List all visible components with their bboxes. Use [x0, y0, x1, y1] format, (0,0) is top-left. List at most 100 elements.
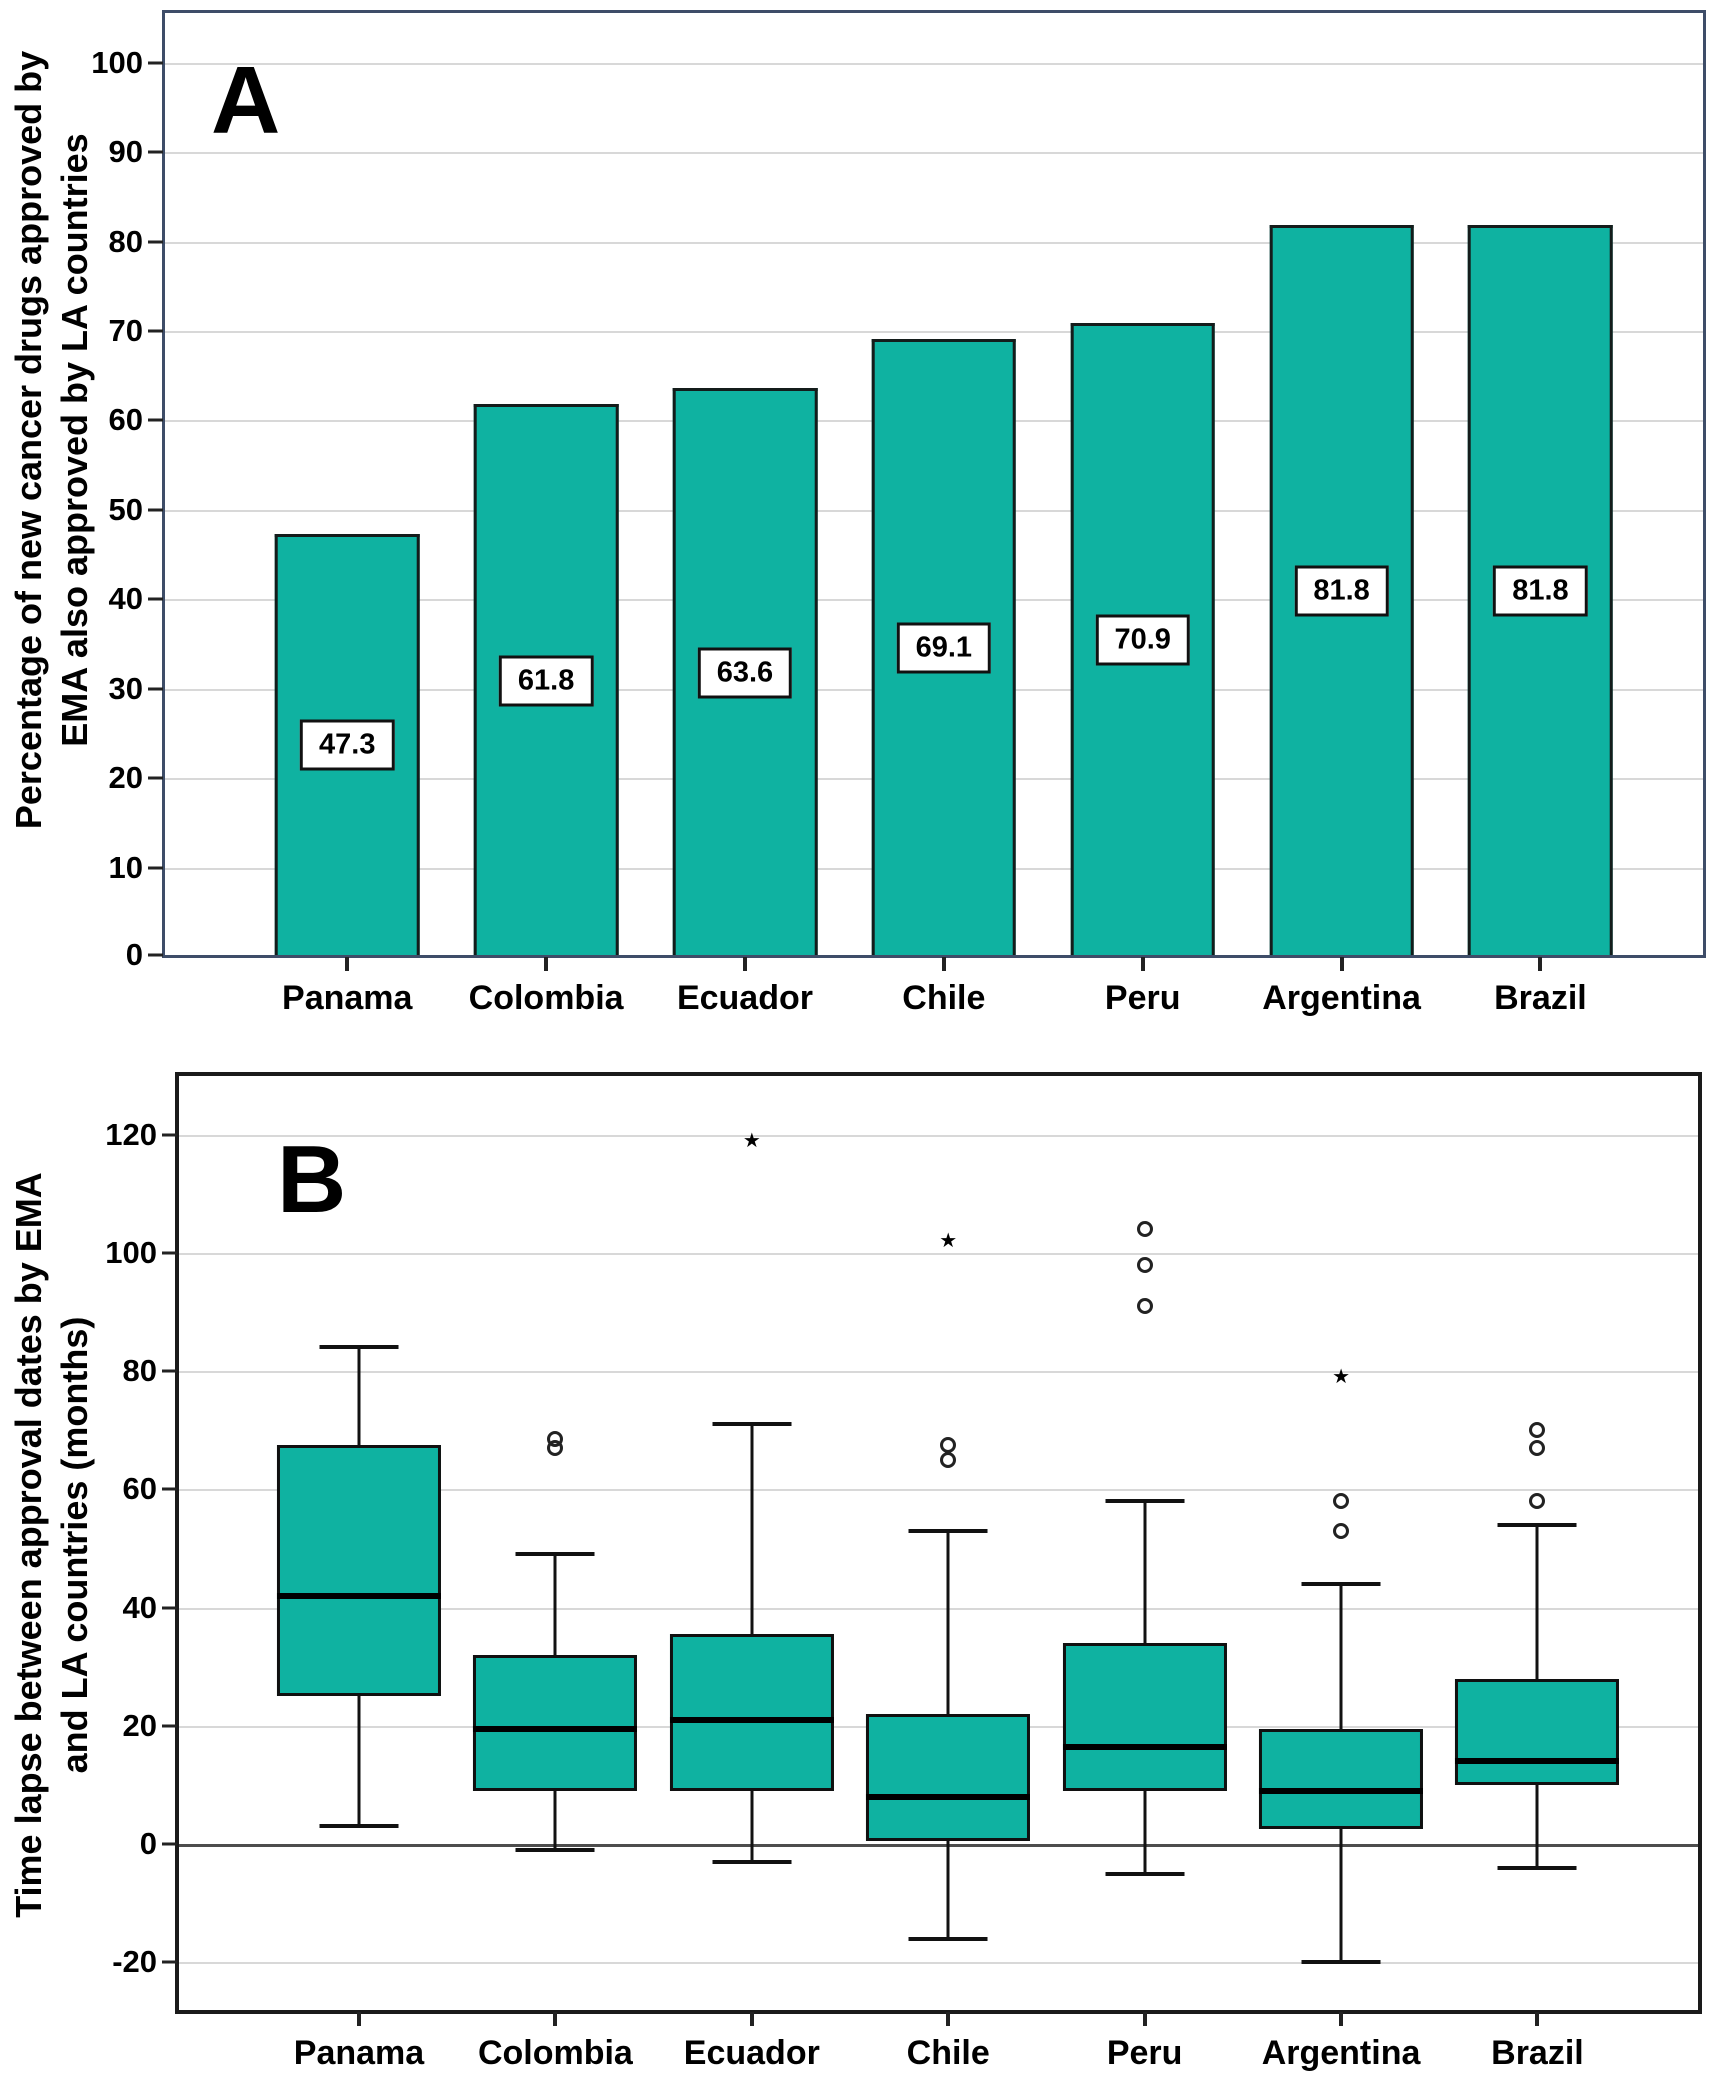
boxplot-brazil-lower-whisker — [1535, 1784, 1539, 1868]
panel-b-category-label-brazil: Brazil — [1491, 2034, 1584, 2072]
panel-a-y-tick-label-0: 0 — [125, 937, 143, 972]
boxplot-ecuador-upper-whisker — [750, 1424, 754, 1635]
panel-b-y-tick-label--20: -20 — [112, 1944, 157, 1980]
panel-a-y-tick-mark-50 — [148, 508, 163, 512]
boxplot-chile-upper-cap — [908, 1528, 988, 1533]
panel-a-x-tick-mark-peru — [1140, 957, 1145, 971]
boxplot-panama-upper-whisker — [357, 1347, 361, 1445]
bar-value-label-ecuador: 63.6 — [697, 647, 793, 699]
panel-a-y-tick-label-90: 90 — [108, 134, 143, 170]
panel-a-x-tick-mark-colombia — [544, 957, 549, 971]
boxplot-panama-box — [276, 1445, 442, 1697]
panel-b-y-tick-mark-0 — [162, 1842, 177, 1846]
panel-b-category-label-chile: Chile — [906, 2034, 990, 2072]
boxplot-colombia-median — [473, 1725, 638, 1732]
boxplot-brazil-upper-cap — [1497, 1522, 1577, 1527]
bar-value-label-peru: 70.9 — [1095, 614, 1190, 666]
panel-a-y-tick-mark-10 — [148, 866, 163, 870]
boxplot-panama-lower-cap — [319, 1824, 399, 1829]
boxplot-colombia-lower-whisker — [553, 1790, 557, 1850]
panel-a-gridline-100 — [165, 62, 1703, 65]
boxplot-argentina-upper-whisker — [1339, 1583, 1343, 1729]
panel-a-y-axis-title: Percentage of new cancer drugs approved … — [6, 51, 98, 829]
panel-b-y-tick-label-0: 0 — [139, 1826, 157, 1862]
boxplot-argentina-outlier-circle-0 — [1333, 1493, 1350, 1510]
boxplot-panama-upper-cap — [319, 1345, 399, 1350]
panel-b-y-tick-label-120: 120 — [105, 1116, 157, 1152]
boxplot-peru-lower-cap — [1105, 1871, 1185, 1876]
boxplot-peru-upper-whisker — [1143, 1501, 1147, 1644]
panel-a-y-tick-label-60: 60 — [108, 402, 143, 438]
boxplot-panama-median — [276, 1592, 442, 1599]
panel-b-y-tick-label-20: 20 — [122, 1707, 157, 1743]
panel-a-y-tick-label-100: 100 — [91, 44, 143, 80]
boxplot-brazil-median — [1455, 1758, 1620, 1765]
panel-b-y-axis-title-line1: Time lapse between approval dates by EMA — [8, 1172, 49, 1918]
panel-a-category-label-chile: Chile — [902, 979, 986, 1017]
panel-a-category-label-peru: Peru — [1104, 979, 1181, 1017]
boxplot-ecuador-lower-whisker — [750, 1790, 754, 1862]
panel-b-gridline-80 — [179, 1371, 1698, 1374]
panel-b-y-tick-mark-100 — [162, 1251, 177, 1255]
boxplot-colombia-upper-whisker — [553, 1554, 557, 1655]
panel-a-category-label-colombia: Colombia — [468, 979, 624, 1017]
boxplot-ecuador-median — [669, 1716, 834, 1723]
boxplot-peru-box — [1062, 1643, 1227, 1791]
boxplot-argentina-upper-cap — [1301, 1581, 1381, 1586]
bar-value-label-argentina: 81.8 — [1294, 565, 1389, 617]
boxplot-chile-median — [866, 1793, 1031, 1800]
boxplot-peru-outlier-circle-0 — [1136, 1221, 1153, 1238]
boxplot-chile-outlier-circle-0 — [940, 1437, 957, 1453]
panel-a-y-tick-label-50: 50 — [108, 491, 143, 527]
boxplot-colombia-outlier-circle-1 — [547, 1439, 564, 1456]
panel-b-category-label-peru: Peru — [1106, 2034, 1183, 2072]
boxplot-colombia-upper-cap — [515, 1552, 595, 1557]
panel-b-gridline--20 — [179, 1962, 1698, 1965]
boxplot-argentina-lower-whisker — [1339, 1829, 1343, 1963]
boxplot-chile-outlier-star-0: ★ — [939, 1230, 958, 1253]
panel-b-gridline-60 — [179, 1489, 1698, 1492]
panel-a-y-tick-label-30: 30 — [108, 670, 143, 706]
boxplot-colombia-lower-cap — [515, 1847, 595, 1852]
panel-a-y-tick-mark-0 — [148, 953, 163, 957]
panel-b-y-tick-mark--20 — [162, 1960, 177, 1964]
panel-a-x-tick-mark-argentina — [1339, 957, 1344, 971]
boxplot-chile-lower-whisker — [946, 1841, 950, 1939]
panel-a-category-label-argentina: Argentina — [1262, 979, 1421, 1017]
panel-a-category-label-panama: Panama — [282, 979, 413, 1017]
panel-b-gridline-40 — [179, 1607, 1698, 1610]
panel-a-plot-area: A 0 10 20 30 40 50 60 70 80 90 100 Panama 47.3 Colomb… — [91, 10, 1706, 1017]
boxplot-argentina-outlier-star-0: ★ — [1332, 1366, 1350, 1389]
panel-b-y-tick-label-80: 80 — [122, 1353, 157, 1389]
panel-b-category-label-argentina: Argentina — [1261, 2034, 1421, 2072]
panel-a-gridline-70 — [165, 330, 1703, 333]
boxplot-brazil-box — [1455, 1678, 1620, 1785]
panel-b-category-label-ecuador: Ecuador — [683, 2034, 820, 2072]
boxplot-brazil-outlier-circle-2 — [1529, 1493, 1546, 1510]
panel-b-y-tick-label-40: 40 — [122, 1589, 157, 1625]
boxplot-panama-lower-whisker — [357, 1696, 361, 1827]
panel-a-category-label-ecuador: Ecuador — [676, 979, 813, 1017]
panel-a-y-axis-title-line2: EMA also approved by LA countries — [54, 133, 95, 747]
boxplot-argentina-box — [1259, 1728, 1424, 1830]
boxplot-peru-upper-cap — [1105, 1499, 1185, 1504]
panel-b-letter: B — [277, 1126, 347, 1233]
boxplot-ecuador-lower-cap — [712, 1859, 792, 1864]
panel-b-y-tick-mark-20 — [162, 1724, 177, 1728]
panel-b-y-tick-label-100: 100 — [105, 1234, 157, 1270]
boxplot-peru-lower-whisker — [1143, 1790, 1147, 1874]
boxplot-colombia-box — [473, 1654, 638, 1791]
panel-b-category-label-panama: Panama — [293, 2034, 425, 2072]
bar-value-label-chile: 69.1 — [896, 622, 992, 674]
panel-b-x-tick-mark-chile — [946, 2012, 951, 2026]
panel-a-y-tick-label-10: 10 — [108, 849, 143, 885]
panel-a-gridline-90 — [165, 152, 1703, 155]
panel-a-letter: A — [211, 47, 281, 154]
panel-b-y-axis-title: Time lapse between approval dates by EMA… — [6, 1172, 98, 1918]
panel-a-gridline-80 — [165, 241, 1703, 244]
panel-b-x-tick-mark-peru — [1142, 2012, 1147, 2026]
boxplot-brazil-lower-cap — [1497, 1865, 1577, 1870]
panel-b-y-tick-mark-120 — [162, 1133, 177, 1137]
panel-b-x-tick-mark-panama — [357, 2012, 361, 2026]
